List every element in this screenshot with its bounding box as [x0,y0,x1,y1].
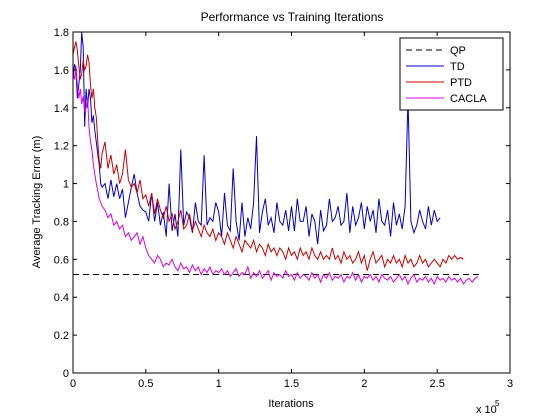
y-tick-label: 1.2 [54,141,69,153]
y-tick-label: 1.4 [54,103,69,115]
y-tick-label: 0.6 [54,254,69,266]
legend-label-cacla: CACLA [450,93,487,105]
x-axis-multiplier-exponent: 5 [495,399,500,408]
y-axis-ticks: 0 0.2 0.4 0.6 0.8 1 1.2 1.4 1.6 1.8 [54,27,510,380]
y-tick-label: 0 [63,368,69,380]
y-tick-label: 1 [63,179,69,191]
chart-title: Performance vs Training Iterations [201,10,384,24]
x-tick-label: 0 [70,378,76,390]
x-axis-label: Iterations [268,398,314,410]
x-tick-label: 0.5 [138,378,153,390]
x-axis-multiplier: x 10 [476,404,497,416]
series-line-ptd [72,41,464,271]
legend-label-ptd: PTD [450,77,472,89]
series-layer [72,31,481,286]
series-line-cacla [72,66,479,286]
series-line-td [72,31,441,245]
x-tick-label: 2 [361,378,367,390]
x-tick-label: 3 [507,378,513,390]
legend: QP TD PTD CACLA [399,37,504,111]
y-tick-label: 1.6 [54,65,69,77]
x-tick-label: 1.5 [284,378,299,390]
x-tick-label: 2.5 [430,378,445,390]
y-tick-label: 0.4 [54,292,69,304]
y-tick-label: 0.8 [54,216,69,228]
y-axis-label: Average Tracking Error (m) [31,136,43,268]
legend-label-qp: QP [450,45,466,57]
y-tick-label: 0.2 [54,330,69,342]
y-tick-label: 1.8 [54,27,69,39]
legend-label-td: TD [450,61,465,73]
x-tick-label: 1 [216,378,222,390]
x-axis-ticks: 0 0.5 1 1.5 2 2.5 3 [70,32,513,390]
